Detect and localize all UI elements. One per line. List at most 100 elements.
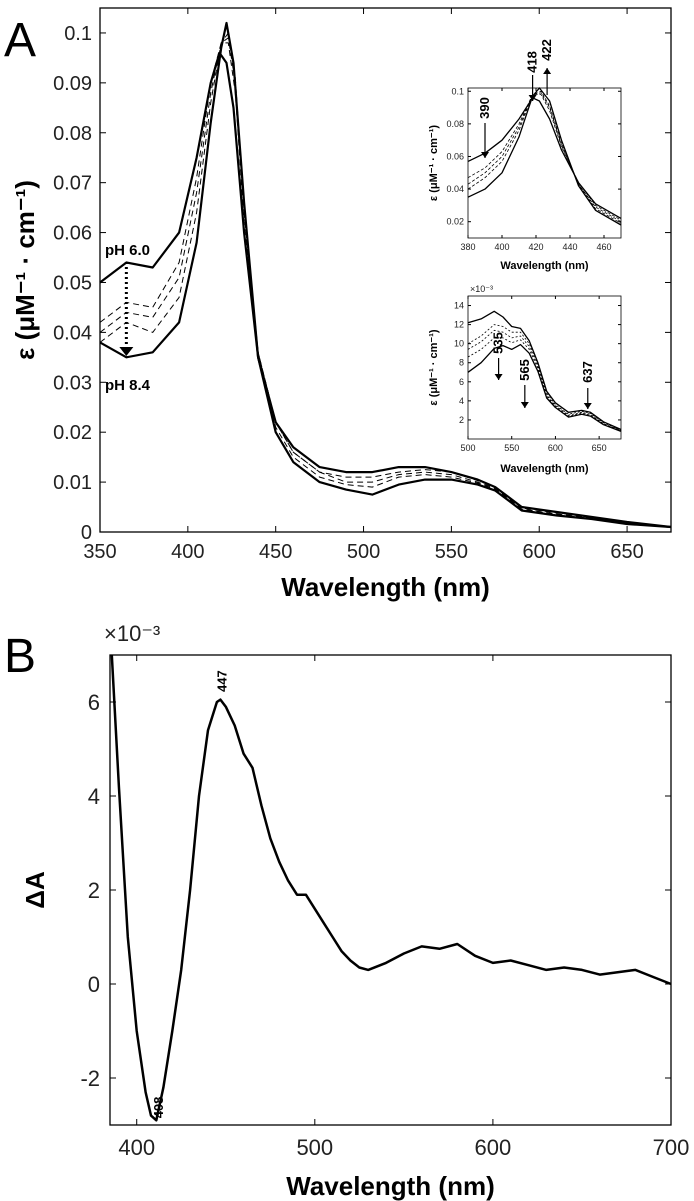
panel-a-letter: A [4, 14, 36, 67]
y-tick-label: 0.04 [53, 322, 92, 344]
peak-label-535: 535 [491, 332, 506, 354]
a-inset-1-frame [467, 87, 622, 239]
y-tick-label: 0.09 [53, 73, 92, 95]
series-line-3 [467, 329, 622, 431]
x-tick-label: 460 [596, 242, 611, 252]
x-tick-label: 400 [494, 242, 509, 252]
y-tick-label: 8 [459, 358, 464, 368]
panel-a-inset-qband: 500 550 600 650 2 4 6 8 10 12 14 Wavelength (nm) ε (… [428, 284, 622, 475]
y-axis-label: ΔA [20, 871, 50, 909]
x-tick-label: 600 [475, 1135, 512, 1160]
annotation-ph-6: pH 6.0 [105, 242, 150, 259]
b-frame [109, 654, 672, 1126]
y-tick-label: 0 [88, 972, 100, 997]
y-tick-label: 0 [81, 522, 92, 544]
y-axis-label: ε (μM⁻¹ · cm⁻¹) [428, 125, 440, 201]
series-line-4 [467, 337, 622, 432]
y-tick-label: 10 [454, 339, 464, 349]
x-axis-label: Wavelength (nm) [500, 463, 589, 475]
y-tick-label: 6 [459, 377, 464, 387]
x-tick-label: 500 [296, 1135, 333, 1160]
panel-b-letter: B [4, 630, 36, 683]
x-tick-label: 550 [504, 443, 519, 453]
x-tick-label: 500 [460, 443, 475, 453]
arrow-422-head [543, 68, 552, 74]
inset-exponent-label: ×10⁻³ [470, 284, 493, 294]
y-tick-label: 0.06 [53, 223, 92, 245]
y-tick-label: 0.01 [53, 472, 92, 494]
x-tick-label: 700 [653, 1135, 690, 1160]
y-axis-label: ε (μM⁻¹ · cm⁻¹) [10, 180, 40, 360]
panel-a-chart: 350 400 450 500 550 600 65000.010.020.030.040.… [10, 7, 672, 602]
x-tick-label: 550 [435, 541, 468, 563]
arrow-418-head [528, 95, 537, 101]
series-line-2 [467, 94, 622, 221]
x-tick-label: 650 [610, 541, 643, 563]
series-line-2 [467, 324, 622, 431]
arrow-390-head [481, 152, 489, 158]
x-axis-label: Wavelength (nm) [281, 572, 489, 602]
ph-shift-arrow-head [119, 347, 134, 356]
arrow-535-head [494, 374, 503, 380]
arrow-565-head [520, 402, 529, 408]
series-line-5 [467, 87, 622, 226]
x-axis-label: Wavelength (nm) [286, 1171, 494, 1201]
y-tick-label: 4 [459, 396, 464, 406]
x-axis-label: Wavelength (nm) [500, 260, 589, 272]
y-tick-label: 0.06 [446, 151, 464, 161]
peak-label-390: 390 [477, 97, 492, 119]
series-line-2 [99, 42, 672, 528]
x-tick-label: 450 [259, 541, 292, 563]
x-tick-label: 440 [562, 242, 577, 252]
series-line-1 [110, 654, 672, 1122]
x-tick-label: 350 [83, 541, 116, 563]
x-tick-label: 420 [528, 242, 543, 252]
arrow-637-head [583, 403, 592, 409]
series-line-5 [467, 343, 622, 433]
x-tick-label: 380 [460, 242, 475, 252]
y-tick-label: 0.07 [53, 173, 92, 195]
x-tick-label: 600 [523, 541, 556, 563]
peak-label-408: 408 [151, 1097, 166, 1119]
series-line-4 [467, 90, 622, 224]
peak-label-637: 637 [580, 361, 595, 383]
a-frame [99, 7, 672, 533]
y-tick-label: 0.1 [451, 86, 464, 96]
peak-label-418: 418 [525, 51, 540, 73]
exponent-label: ×10⁻³ [104, 621, 160, 646]
x-tick-label: 500 [347, 541, 380, 563]
y-tick-label: 0.03 [53, 372, 92, 394]
peak-label-422: 422 [539, 39, 554, 61]
y-tick-label: 2 [88, 878, 100, 903]
y-tick-label: 0.02 [446, 217, 464, 227]
y-tick-label: 2 [459, 415, 464, 425]
peak-label-447: 447 [214, 670, 229, 692]
a-inset-2-frame [467, 295, 622, 440]
x-tick-label: 600 [548, 443, 563, 453]
series-line-4 [99, 32, 672, 528]
series-line-1 [467, 310, 622, 431]
series-line-3 [99, 37, 672, 528]
y-tick-label: -2 [80, 1066, 100, 1091]
y-tick-label: 12 [454, 320, 464, 330]
series-line-5 [99, 21, 672, 529]
series-line-1 [99, 51, 672, 529]
y-tick-label: 14 [454, 301, 464, 311]
y-tick-label: 4 [88, 784, 100, 809]
x-tick-label: 400 [118, 1135, 155, 1160]
annotation-ph-8: pH 8.4 [105, 377, 151, 394]
y-tick-label: 0.04 [446, 184, 464, 194]
panel-b-chart: 400 500 600 700 -2 0 2 4 6 Wavelength (nm) ΔA ×10⁻³… [20, 621, 689, 1201]
y-tick-label: 6 [88, 690, 100, 715]
panel-a-inset-soret: 380 400 420 440 460 0.02 0.04 0.06 0.08 0.1 Wavele… [428, 39, 622, 272]
y-axis-label: ε (μM⁻¹ · cm⁻¹) [428, 329, 440, 405]
y-tick-label: 0.05 [53, 272, 92, 294]
y-tick-label: 0.02 [53, 422, 92, 444]
x-tick-label: 650 [592, 443, 607, 453]
y-tick-label: 0.08 [53, 123, 92, 145]
x-tick-label: 400 [171, 541, 204, 563]
y-tick-label: 0.08 [446, 119, 464, 129]
y-tick-label: 0.1 [64, 23, 92, 45]
peak-label-565: 565 [517, 359, 532, 381]
